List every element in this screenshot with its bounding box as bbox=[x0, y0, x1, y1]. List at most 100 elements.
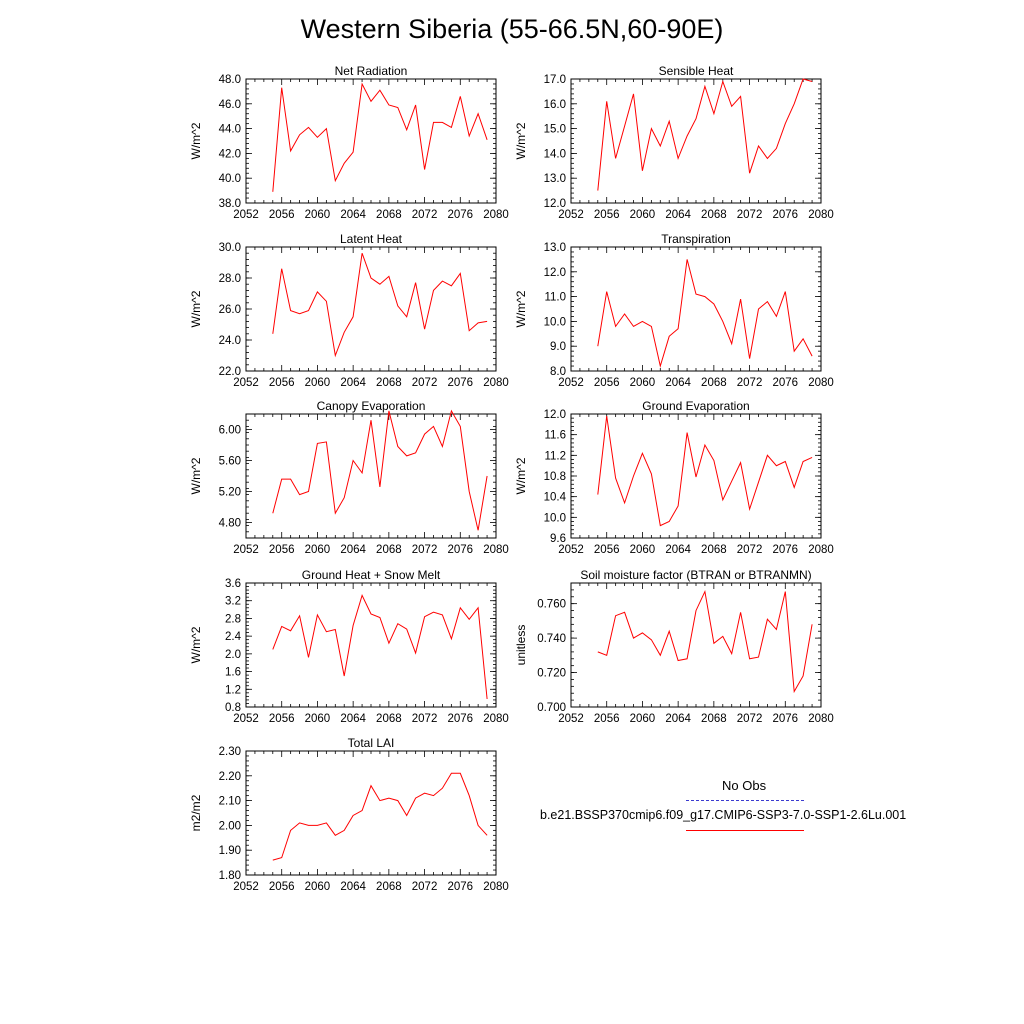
x-tick-label: 2064 bbox=[340, 377, 366, 389]
y-tick-label: 48.0 bbox=[219, 74, 241, 86]
y-tick-label: 11.6 bbox=[544, 430, 566, 442]
x-tick-label: 2076 bbox=[447, 209, 473, 221]
y-tick-label: 44.0 bbox=[219, 124, 241, 136]
chart-panel: Total LAI m2/m2 2052 2056 2060 2064 2068 2072 20… bbox=[189, 736, 509, 893]
x-tick-label: 2072 bbox=[737, 377, 763, 389]
y-tick-label: 1.2 bbox=[225, 684, 241, 696]
panel-title: Sensible Heat bbox=[659, 64, 734, 78]
x-tick-label: 2064 bbox=[665, 544, 691, 556]
x-tick-label: 2080 bbox=[808, 713, 834, 725]
x-tick-label: 2064 bbox=[340, 209, 366, 221]
y-tick-label: 5.60 bbox=[219, 456, 241, 468]
x-tick-label: 2060 bbox=[630, 544, 656, 556]
x-tick-label: 2060 bbox=[305, 377, 331, 389]
x-tick-label: 2068 bbox=[376, 544, 402, 556]
x-tick-label: 2068 bbox=[376, 881, 402, 893]
y-axis-label: unitless bbox=[514, 625, 528, 666]
x-tick-label: 2072 bbox=[412, 713, 438, 725]
y-tick-label: 12.0 bbox=[544, 409, 566, 421]
y-tick-label: 30.0 bbox=[219, 242, 241, 254]
x-tick-label: 2072 bbox=[737, 713, 763, 725]
x-tick-label: 2056 bbox=[269, 377, 295, 389]
chart-panel: Latent Heat W/m^2 2052 2056 2060 2064 2068 2072… bbox=[189, 232, 509, 389]
x-tick-label: 2068 bbox=[376, 713, 402, 725]
x-tick-label: 2072 bbox=[412, 544, 438, 556]
chart-panel: Sensible Heat W/m^2 2052 2056 2060 2064 2068 20… bbox=[514, 64, 834, 221]
legend-model-label: b.e21.BSSP370cmip6.f09_g17.CMIP6-SSP3-7.… bbox=[540, 808, 907, 822]
y-tick-label: 2.00 bbox=[219, 820, 241, 832]
x-tick-label: 2052 bbox=[558, 713, 584, 725]
x-tick-label: 2076 bbox=[447, 377, 473, 389]
panel-title: Net Radiation bbox=[335, 64, 408, 78]
panel-title: Canopy Evaporation bbox=[317, 399, 426, 413]
y-tick-label: 1.90 bbox=[219, 845, 241, 857]
x-tick-label: 2072 bbox=[737, 544, 763, 556]
y-tick-label: 16.0 bbox=[544, 99, 566, 111]
series-line bbox=[597, 416, 813, 527]
chart-panel: Ground Evaporation W/m^2 2052 2056 2060 2064 2… bbox=[514, 399, 834, 556]
series-line bbox=[597, 589, 813, 694]
x-tick-label: 2056 bbox=[269, 881, 295, 893]
y-tick-label: 13.0 bbox=[544, 242, 566, 254]
x-tick-label: 2076 bbox=[772, 377, 798, 389]
x-tick-label: 2080 bbox=[483, 544, 509, 556]
x-tick-label: 2052 bbox=[233, 377, 259, 389]
chart-panel: Transpiration W/m^2 2052 2056 2060 2064 2068 20… bbox=[514, 232, 834, 389]
plot-frame bbox=[570, 582, 822, 708]
y-axis-label: W/m^2 bbox=[189, 122, 203, 159]
x-tick-label: 2064 bbox=[340, 881, 366, 893]
y-axis-label: W/m^2 bbox=[514, 122, 528, 159]
x-tick-label: 2080 bbox=[483, 713, 509, 725]
y-axis-label: W/m^2 bbox=[514, 457, 528, 494]
legend-obs-line bbox=[686, 800, 804, 801]
x-tick-label: 2060 bbox=[305, 544, 331, 556]
y-tick-label: 6.00 bbox=[219, 425, 241, 437]
y-axis-label: W/m^2 bbox=[189, 626, 203, 663]
x-tick-label: 2056 bbox=[594, 209, 620, 221]
series-line bbox=[597, 259, 813, 368]
y-axis-label: W/m^2 bbox=[514, 290, 528, 327]
x-tick-label: 2076 bbox=[447, 881, 473, 893]
y-tick-label: 38.0 bbox=[219, 198, 241, 210]
x-tick-label: 2076 bbox=[772, 713, 798, 725]
figure-title: Western Siberia (55-66.5N,60-90E) bbox=[300, 14, 724, 44]
y-tick-label: 10.8 bbox=[544, 471, 566, 483]
plot-frame bbox=[570, 78, 822, 204]
x-tick-label: 2052 bbox=[558, 209, 584, 221]
x-tick-label: 2056 bbox=[594, 377, 620, 389]
series-line bbox=[272, 253, 488, 358]
x-tick-label: 2076 bbox=[772, 209, 798, 221]
y-axis-label: W/m^2 bbox=[189, 290, 203, 327]
y-tick-label: 15.0 bbox=[544, 124, 566, 136]
plot-frame bbox=[245, 750, 497, 876]
y-tick-label: 17.0 bbox=[544, 74, 566, 86]
chart-panel: Soil moisture factor (BTRAN or BTRANMN) u… bbox=[514, 568, 834, 725]
legend-model-line bbox=[686, 830, 804, 831]
x-tick-label: 2080 bbox=[483, 377, 509, 389]
x-tick-label: 2060 bbox=[305, 713, 331, 725]
y-tick-label: 8.0 bbox=[550, 366, 566, 378]
y-tick-label: 0.720 bbox=[537, 668, 566, 680]
y-axis-label: m2/m2 bbox=[189, 794, 203, 831]
y-tick-label: 2.10 bbox=[219, 796, 241, 808]
x-tick-label: 2056 bbox=[594, 713, 620, 725]
y-tick-label: 46.0 bbox=[219, 99, 241, 111]
panel-title: Soil moisture factor (BTRAN or BTRANMN) bbox=[580, 568, 811, 582]
y-tick-label: 3.6 bbox=[225, 578, 241, 590]
x-tick-label: 2052 bbox=[233, 209, 259, 221]
x-tick-label: 2076 bbox=[772, 544, 798, 556]
plot-frame bbox=[245, 246, 497, 372]
y-tick-label: 2.0 bbox=[225, 649, 241, 661]
series-line bbox=[272, 594, 488, 700]
x-tick-label: 2060 bbox=[630, 209, 656, 221]
y-tick-label: 26.0 bbox=[219, 304, 241, 316]
y-tick-label: 1.6 bbox=[225, 667, 241, 679]
plot-frame bbox=[570, 246, 822, 372]
y-tick-label: 0.700 bbox=[537, 702, 566, 714]
x-tick-label: 2064 bbox=[340, 713, 366, 725]
y-tick-label: 9.6 bbox=[550, 533, 566, 545]
y-tick-label: 0.760 bbox=[537, 599, 566, 611]
x-tick-label: 2056 bbox=[594, 544, 620, 556]
x-tick-label: 2080 bbox=[808, 377, 834, 389]
